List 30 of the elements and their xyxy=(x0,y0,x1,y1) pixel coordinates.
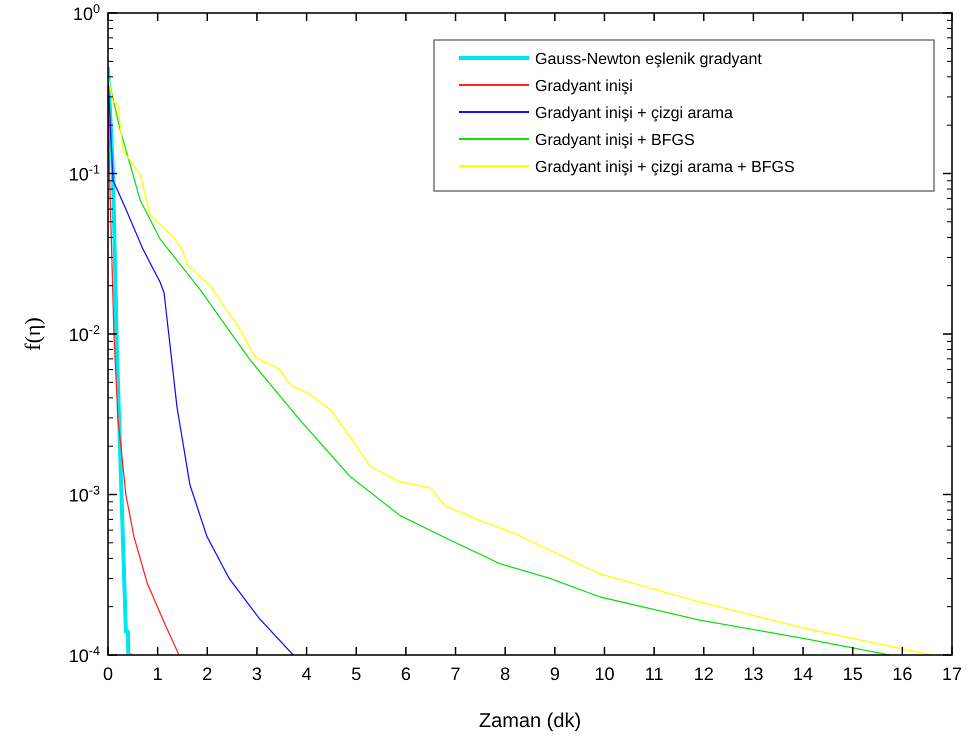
y-tick-label: 10$^{0}$ xyxy=(72,2,100,24)
legend-label: Gradyant inişi xyxy=(535,78,633,95)
y-tick-label: 10$^{-1}$ xyxy=(68,162,100,184)
x-tick-label: 4 xyxy=(302,664,312,684)
legend-label: Gradyant inişi + çizgi arama xyxy=(535,105,733,122)
y-tick-label: 10$^{-2}$ xyxy=(68,323,100,345)
x-tick-label: 1 xyxy=(152,664,163,684)
x-tick-label: 12 xyxy=(694,664,714,684)
x-axis-title: Zaman (dk) xyxy=(478,710,582,732)
x-tick-label: 0 xyxy=(102,664,114,684)
x-tick-label: 8 xyxy=(500,664,510,684)
x-tick-label: 15 xyxy=(842,664,863,684)
x-tick-label: 11 xyxy=(644,664,664,684)
y-axis-title: f(η) xyxy=(20,317,45,351)
x-tick-label: 14 xyxy=(793,664,814,684)
x-tick-label: 6 xyxy=(400,664,411,684)
x-tick-label: 3 xyxy=(252,664,262,684)
x-tick-label: 16 xyxy=(892,664,912,684)
x-tick-label: 2 xyxy=(202,664,212,684)
x-tick-label: 5 xyxy=(351,664,362,684)
y-tick-label: 10$^{-4}$ xyxy=(68,644,100,666)
x-tick-label: 17 xyxy=(942,664,962,684)
x-tick-label: 7 xyxy=(450,664,461,684)
x-tick-label: 10 xyxy=(594,664,614,684)
legend-label: Gauss-Newton eşlenik gradyant xyxy=(535,51,762,68)
legend-label: Gradyant inişi + çizgi arama + BFGS xyxy=(535,159,795,176)
legend-label: Gradyant inişi + BFGS xyxy=(535,132,695,149)
y-tick-label: 10$^{-3}$ xyxy=(68,484,100,506)
x-tick-label: 9 xyxy=(550,664,560,684)
x-tick-label: 13 xyxy=(743,664,764,684)
